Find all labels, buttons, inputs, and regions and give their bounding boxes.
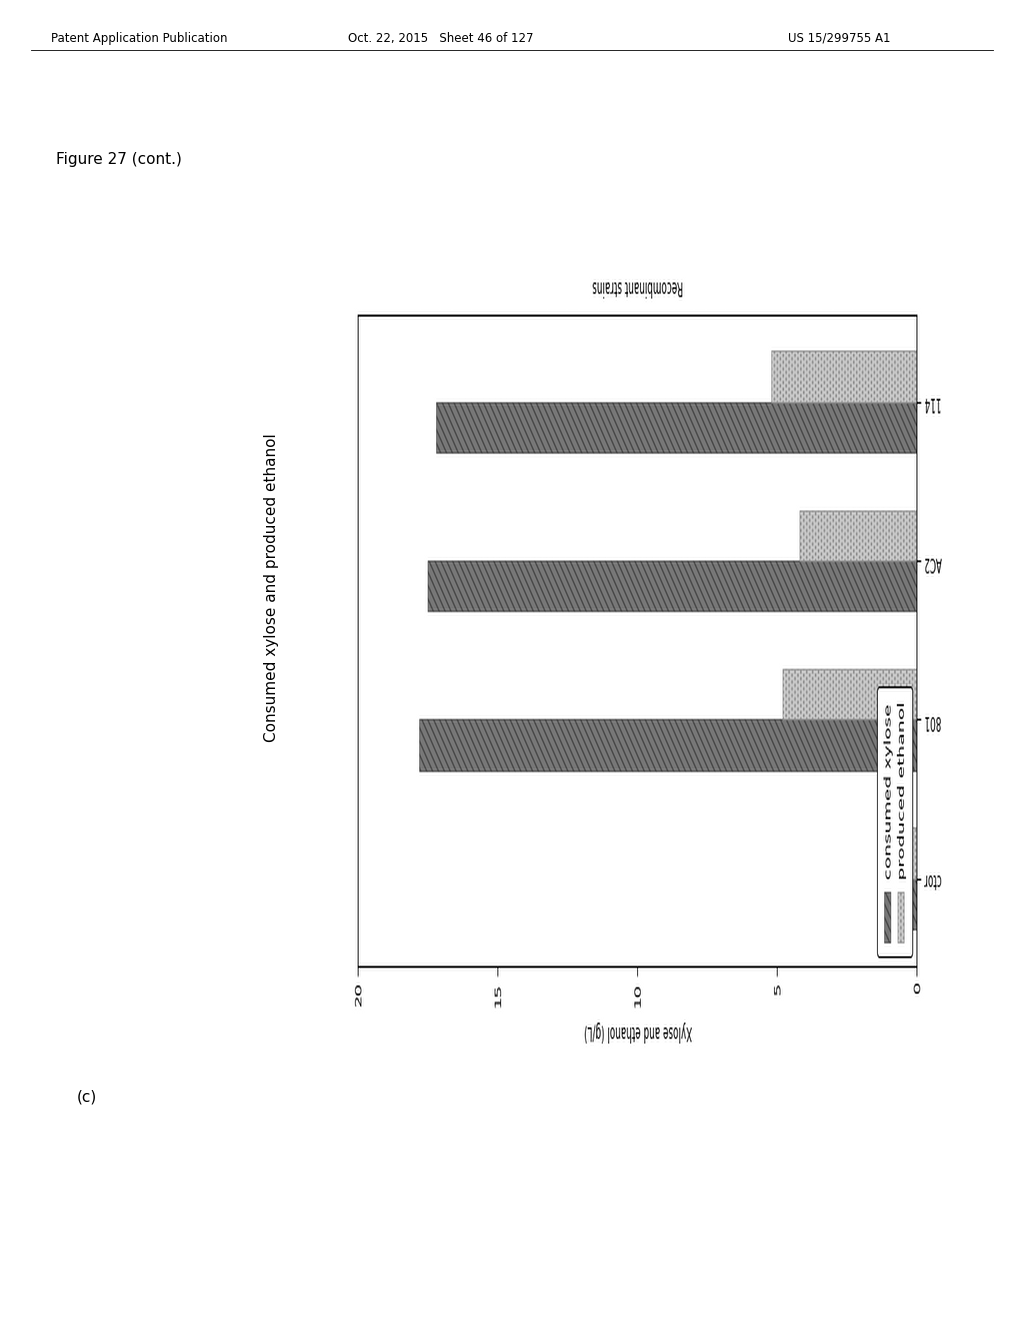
Text: (c): (c) [77, 1089, 97, 1104]
Text: Patent Application Publication: Patent Application Publication [51, 32, 227, 45]
Text: Oct. 22, 2015   Sheet 46 of 127: Oct. 22, 2015 Sheet 46 of 127 [347, 32, 534, 45]
Text: Consumed xylose and produced ethanol: Consumed xylose and produced ethanol [264, 433, 279, 742]
Text: US 15/299755 A1: US 15/299755 A1 [788, 32, 891, 45]
Text: Figure 27 (cont.): Figure 27 (cont.) [56, 152, 182, 166]
